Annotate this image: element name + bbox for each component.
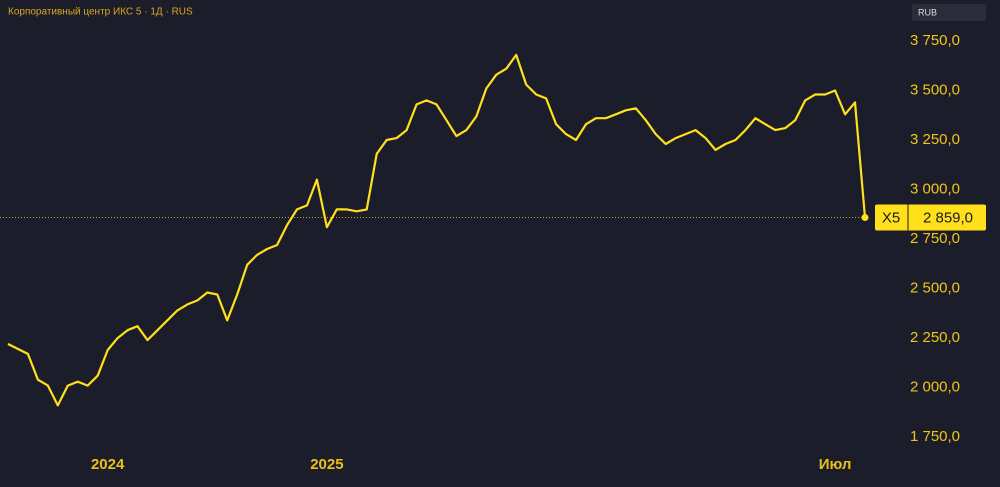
y-tick-label: 3 000,0 [910,181,960,198]
y-tick-label: 2 000,0 [910,379,960,396]
y-tick-label: 3 250,0 [910,131,960,148]
x-tick-label: 2025 [310,456,343,473]
price-tag [875,204,986,231]
y-tick-label: 1 750,0 [910,428,960,445]
price-tag-value: 2 859,0 [923,209,973,226]
currency-label: RUB [918,7,937,17]
y-tick-label: 3 750,0 [910,32,960,49]
last-point [861,213,869,221]
y-tick-label: 2 750,0 [910,230,960,247]
currency-button[interactable] [912,4,986,21]
price-line [7,53,867,407]
x-tick-label: 2024 [91,456,125,473]
y-tick-label: 2 500,0 [910,280,960,297]
y-tick-label: 2 250,0 [910,329,960,346]
price-tag-ticker: X5 [882,209,900,226]
y-tick-label: 3 500,0 [910,81,960,98]
chart-title: Корпоративный центр ИКС 5 · 1Д · RUS [8,7,193,18]
x-tick-label: Июл [819,456,852,473]
